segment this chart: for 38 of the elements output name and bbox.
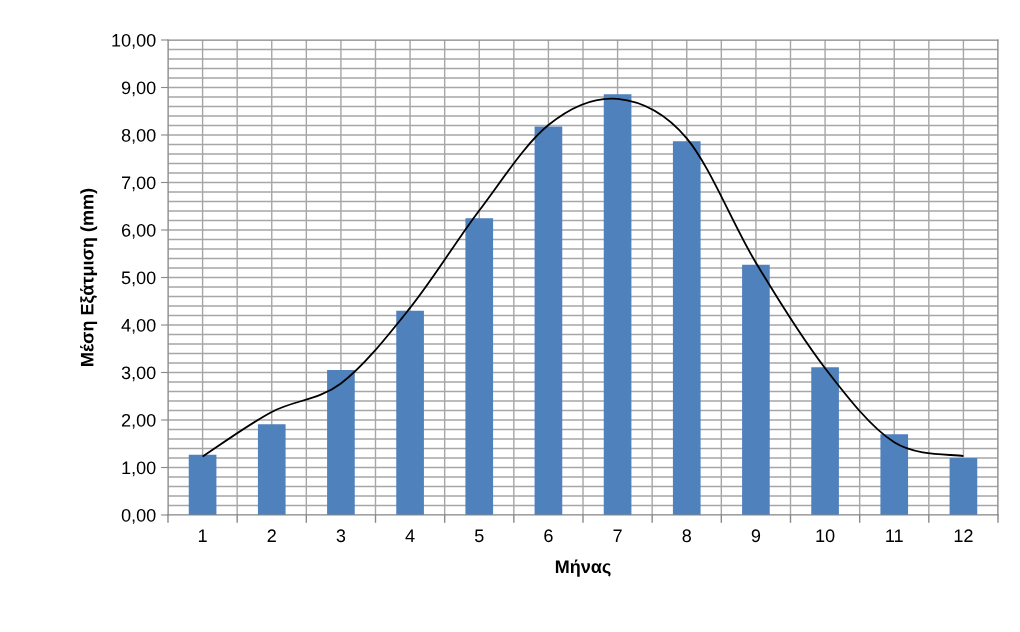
x-axis-title: Μήνας: [555, 559, 611, 577]
y-tick-label: 7,00: [121, 176, 156, 192]
x-tick-label: 2: [267, 529, 276, 542]
y-tick-label: 0,00: [121, 508, 156, 524]
x-tick-label: 1: [198, 529, 207, 542]
bar: [949, 458, 978, 515]
bar: [603, 94, 632, 515]
y-tick-label: 4,00: [121, 318, 156, 334]
bar: [257, 424, 286, 515]
y-tick-label: 6,00: [121, 223, 156, 239]
y-axis-title: Μέση Εξάτμιση (mm): [80, 188, 98, 366]
x-tick-label: 5: [474, 529, 484, 543]
bar: [811, 367, 839, 515]
bar: [742, 264, 770, 515]
bar: [327, 370, 355, 515]
y-tick-label: 5,00: [121, 271, 156, 287]
x-tick-label: 12: [954, 529, 973, 542]
x-tick-label: 7: [613, 529, 622, 542]
y-tick-label: 2,00: [121, 413, 156, 429]
y-tick-label: 9,00: [121, 81, 156, 97]
x-tick-label: 6: [544, 529, 553, 543]
y-tick-label: 8,00: [121, 128, 156, 144]
bar: [188, 454, 217, 515]
y-tick-label: 10,00: [112, 33, 156, 49]
x-tick-label: 11: [886, 529, 903, 542]
bar: [465, 218, 494, 515]
y-tick-label: 1,00: [122, 461, 156, 477]
bar: [534, 126, 563, 515]
bar: [396, 310, 424, 515]
x-tick-label: 10: [816, 529, 835, 543]
x-tick-label: 4: [405, 529, 415, 542]
bar: [672, 141, 701, 515]
x-tick-label: 9: [751, 529, 761, 543]
bar: [880, 434, 909, 515]
x-tick-label: 3: [336, 529, 346, 543]
line-series: [201, 97, 965, 458]
y-tick-label: 3,00: [121, 366, 156, 382]
x-tick-label: 8: [682, 529, 691, 543]
